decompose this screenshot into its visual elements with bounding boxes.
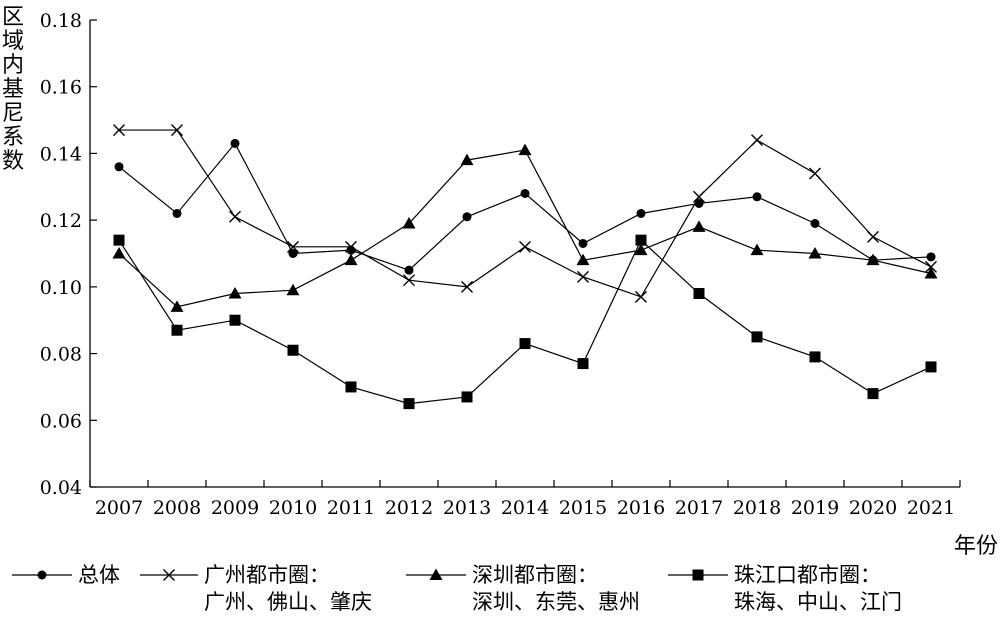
legend-label-line2: 深圳、东莞、惠州 xyxy=(472,590,640,614)
data-point xyxy=(868,388,879,399)
x-tick-label: 2015 xyxy=(559,497,607,519)
data-point xyxy=(115,162,124,171)
data-point xyxy=(521,189,530,198)
x-tick-label: 2020 xyxy=(849,497,897,519)
y-axis-title-char: 基 xyxy=(2,77,24,102)
data-point xyxy=(404,398,415,409)
data-point xyxy=(519,144,532,156)
legend-marker xyxy=(693,570,704,581)
data-point xyxy=(287,284,300,296)
series-line xyxy=(119,240,931,403)
x-tick-label: 2007 xyxy=(95,497,143,519)
data-point xyxy=(462,391,473,402)
legend-label: 珠江口都市圈： xyxy=(734,563,881,587)
data-point xyxy=(114,235,125,246)
legend-marker xyxy=(38,571,47,580)
data-point xyxy=(636,291,647,302)
legend-label: 总体 xyxy=(78,563,120,587)
legend-label: 广州都市圈： xyxy=(204,563,330,587)
y-axis-title-char: 区 xyxy=(2,5,24,30)
y-axis-title-char: 内 xyxy=(2,53,24,78)
y-axis-title-char: 域 xyxy=(2,29,24,54)
data-point xyxy=(405,266,414,275)
x-tick-label: 2017 xyxy=(675,497,723,519)
data-point xyxy=(520,241,531,252)
legend-item-2: 广州都市圈： 广州、佛山、肇庆 xyxy=(140,563,372,614)
data-point xyxy=(578,358,589,369)
data-point xyxy=(113,247,126,259)
y-tick-label: 0.04 xyxy=(40,477,82,499)
x-tick-label: 2013 xyxy=(443,497,491,519)
legend-item-3: 深圳都市圈： 深圳、东莞、惠州 xyxy=(406,563,640,614)
data-point xyxy=(693,220,706,232)
series-line xyxy=(119,143,931,270)
x-axis-title: 年份 xyxy=(954,534,998,559)
x-tick-label: 2010 xyxy=(269,497,317,519)
legend-item-4: 珠江口都市圈： 珠海、中山、江门 xyxy=(668,563,902,614)
data-point xyxy=(288,345,299,356)
legend: 总体 广州都市圈： 广州、佛山、肇庆 深圳都市圈： 深圳、东莞、惠州 珠江口都市圈： 珠海、… xyxy=(12,563,902,614)
series-layer xyxy=(113,125,938,410)
legend-item-1: 总体 xyxy=(12,563,120,587)
x-tick-label: 2018 xyxy=(733,497,781,519)
data-point xyxy=(172,325,183,336)
legend-label-line2: 珠海、中山、江门 xyxy=(734,590,902,614)
series-line xyxy=(119,150,931,307)
y-axis-title-char: 系 xyxy=(2,125,24,150)
data-point xyxy=(578,271,589,282)
data-point xyxy=(811,219,820,228)
data-point xyxy=(927,252,936,261)
data-point xyxy=(230,211,241,222)
data-point xyxy=(231,139,240,148)
y-tick-label: 0.06 xyxy=(40,410,82,432)
data-point xyxy=(345,254,358,265)
x-tick-label: 2019 xyxy=(791,497,839,519)
data-point xyxy=(637,209,646,218)
data-point xyxy=(926,361,937,372)
x-tick-label: 2021 xyxy=(907,497,955,519)
y-tick-label: 0.14 xyxy=(40,143,82,165)
data-point xyxy=(694,288,705,299)
data-point xyxy=(753,192,762,201)
data-point xyxy=(751,244,764,256)
y-axis-title: 区域内基尼系数 xyxy=(2,5,24,174)
x-tick-label: 2016 xyxy=(617,497,665,519)
x-tick-label: 2012 xyxy=(385,497,433,519)
data-point xyxy=(346,381,357,392)
data-point xyxy=(230,315,241,326)
series-4 xyxy=(114,235,937,409)
x-tick-label: 2009 xyxy=(211,497,259,519)
data-point xyxy=(752,331,763,342)
data-point xyxy=(173,209,182,218)
data-point xyxy=(752,135,763,146)
y-tick-label: 0.18 xyxy=(40,10,82,32)
legend-label-line2: 广州、佛山、肇庆 xyxy=(204,590,372,614)
axes: 0.04 0.06 0.08 0.10 0.12 0.14 0.16 0.18 2007 2008… xyxy=(2,5,998,559)
x-tick-label: 2008 xyxy=(153,497,201,519)
data-point xyxy=(810,351,821,362)
y-tick-label: 0.12 xyxy=(40,210,82,232)
y-tick-label: 0.08 xyxy=(40,344,82,366)
y-tick-label: 0.16 xyxy=(40,77,82,99)
data-point xyxy=(579,239,588,248)
data-point xyxy=(868,231,879,242)
x-tick-label: 2014 xyxy=(501,497,549,519)
y-tick-label: 0.10 xyxy=(40,277,82,299)
x-tick-label: 2011 xyxy=(327,497,375,519)
data-point xyxy=(810,168,821,179)
data-point xyxy=(636,235,647,246)
y-axis-title-char: 尼 xyxy=(2,101,24,126)
data-point xyxy=(463,212,472,221)
y-axis-title-char: 数 xyxy=(2,149,24,174)
data-point xyxy=(520,338,531,349)
legend-label: 深圳都市圈： xyxy=(472,563,598,587)
legend-marker xyxy=(430,569,443,581)
